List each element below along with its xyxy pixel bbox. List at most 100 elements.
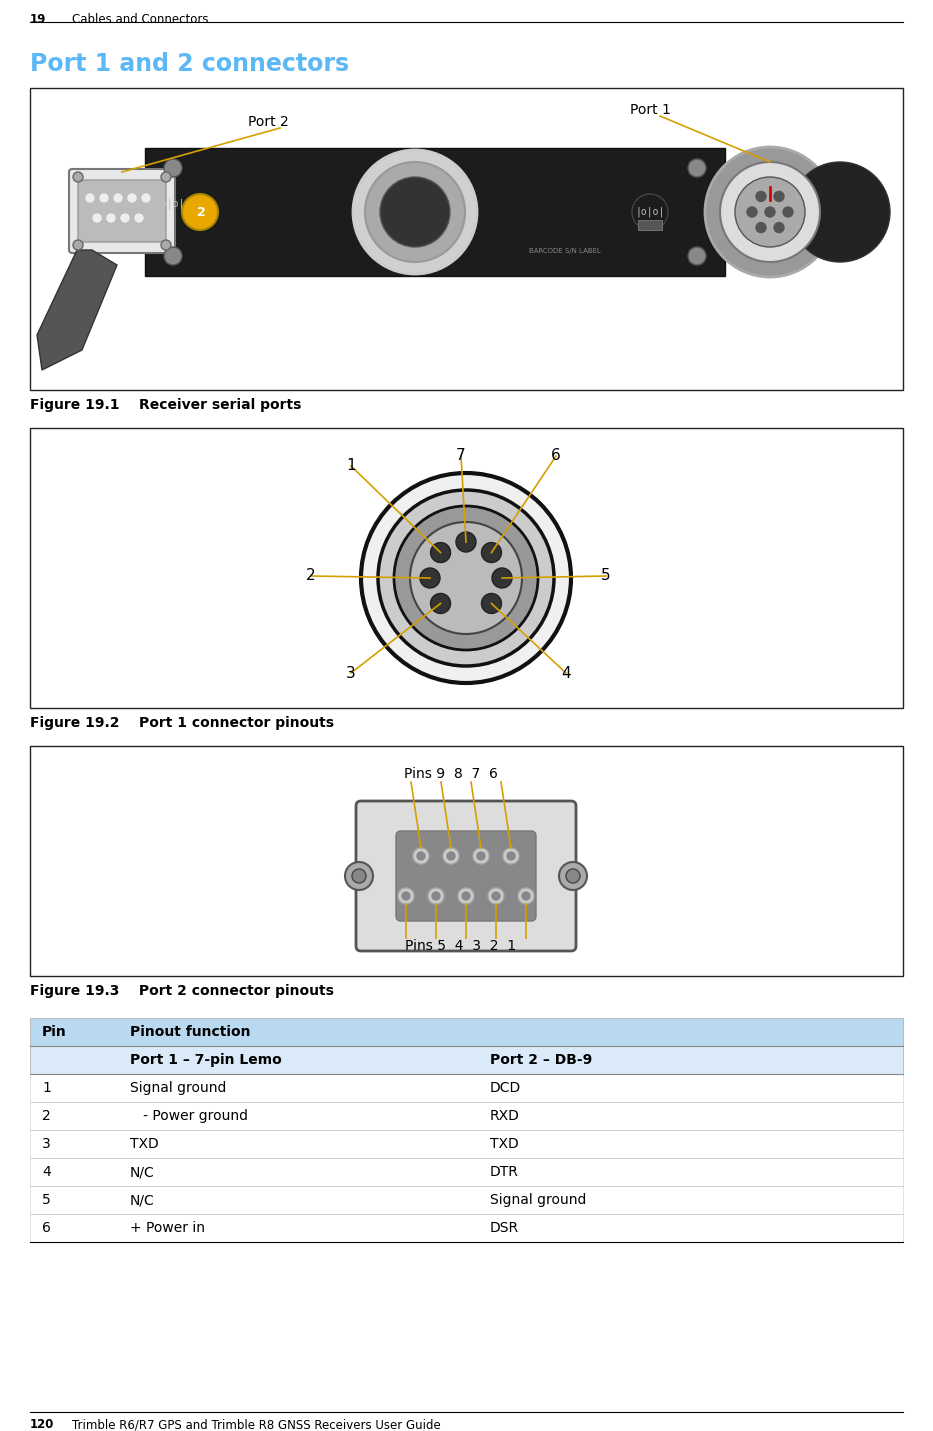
Text: 1: 1 — [42, 1080, 51, 1095]
Circle shape — [432, 892, 440, 900]
Circle shape — [756, 223, 766, 233]
Circle shape — [164, 248, 182, 265]
Circle shape — [410, 522, 522, 634]
Circle shape — [73, 240, 83, 250]
Text: Port 1 and 2 connectors: Port 1 and 2 connectors — [30, 52, 349, 76]
Circle shape — [361, 474, 571, 683]
Text: DTR: DTR — [490, 1165, 519, 1179]
Text: Cables and Connectors: Cables and Connectors — [72, 13, 208, 26]
Circle shape — [161, 172, 171, 182]
Text: Pins 9  8  7  6: Pins 9 8 7 6 — [404, 767, 498, 781]
Text: DCD: DCD — [490, 1080, 522, 1095]
Circle shape — [756, 192, 766, 202]
Circle shape — [413, 849, 429, 864]
Circle shape — [688, 248, 706, 265]
Text: 1: 1 — [346, 458, 355, 474]
Circle shape — [765, 207, 775, 218]
Text: 2: 2 — [197, 206, 205, 219]
Text: 19: 19 — [30, 13, 47, 26]
Text: N/C: N/C — [130, 1165, 155, 1179]
Text: 5: 5 — [42, 1193, 50, 1206]
Bar — [30, 87, 903, 391]
Text: 4: 4 — [561, 665, 571, 681]
Circle shape — [705, 147, 835, 278]
Bar — [30, 428, 903, 708]
Circle shape — [456, 532, 476, 552]
Circle shape — [182, 195, 218, 230]
Bar — [30, 1102, 903, 1130]
Circle shape — [477, 851, 485, 860]
Text: BARCODE S/N LABEL: BARCODE S/N LABEL — [529, 248, 601, 253]
Circle shape — [458, 889, 474, 904]
Circle shape — [394, 507, 538, 650]
Circle shape — [93, 215, 101, 222]
Circle shape — [507, 851, 515, 860]
Text: - Power ground: - Power ground — [130, 1109, 248, 1123]
Text: Figure 19.2    Port 1 connector pinouts: Figure 19.2 Port 1 connector pinouts — [30, 716, 334, 730]
Circle shape — [142, 195, 150, 202]
Bar — [30, 1130, 903, 1158]
Circle shape — [430, 594, 451, 614]
FancyBboxPatch shape — [356, 801, 576, 952]
Circle shape — [473, 849, 489, 864]
Text: Port 1: Port 1 — [630, 103, 671, 117]
Circle shape — [128, 195, 136, 202]
Circle shape — [747, 207, 757, 218]
Text: 4: 4 — [42, 1165, 50, 1179]
Bar — [30, 746, 903, 976]
Bar — [30, 1046, 903, 1075]
Circle shape — [353, 150, 477, 273]
Circle shape — [522, 892, 530, 900]
Text: 120: 120 — [30, 1418, 54, 1431]
Text: |o|o|: |o|o| — [155, 199, 185, 209]
Circle shape — [107, 215, 115, 222]
Circle shape — [518, 889, 534, 904]
Circle shape — [783, 207, 793, 218]
Bar — [30, 1158, 903, 1186]
Circle shape — [443, 849, 459, 864]
Bar — [638, 220, 662, 230]
Text: Port 2 – DB-9: Port 2 – DB-9 — [490, 1053, 592, 1068]
Circle shape — [121, 215, 129, 222]
Circle shape — [447, 851, 455, 860]
Text: TXD: TXD — [490, 1138, 519, 1151]
Text: 3: 3 — [42, 1138, 50, 1151]
Circle shape — [774, 223, 784, 233]
Circle shape — [481, 542, 501, 562]
Text: N/C: N/C — [130, 1193, 155, 1206]
Circle shape — [73, 172, 83, 182]
Circle shape — [398, 889, 414, 904]
Text: Port 1 – 7-pin Lemo: Port 1 – 7-pin Lemo — [130, 1053, 282, 1068]
Text: Figure 19.1    Receiver serial ports: Figure 19.1 Receiver serial ports — [30, 398, 301, 412]
Circle shape — [114, 195, 122, 202]
Circle shape — [161, 240, 171, 250]
Circle shape — [430, 542, 451, 562]
Circle shape — [632, 195, 668, 230]
Circle shape — [503, 849, 519, 864]
Circle shape — [86, 195, 94, 202]
Text: 3: 3 — [346, 665, 355, 681]
Bar — [145, 147, 725, 276]
Circle shape — [100, 195, 108, 202]
Text: Port 2: Port 2 — [248, 114, 288, 129]
Circle shape — [380, 177, 450, 248]
Text: 7: 7 — [456, 448, 466, 464]
FancyBboxPatch shape — [78, 180, 166, 242]
Circle shape — [378, 489, 554, 665]
Circle shape — [790, 162, 890, 262]
Text: DSR: DSR — [490, 1221, 519, 1235]
Polygon shape — [37, 250, 117, 371]
Bar — [30, 1075, 903, 1102]
FancyBboxPatch shape — [396, 831, 536, 922]
Circle shape — [566, 869, 580, 883]
Text: Pins 5  4  3  2  1: Pins 5 4 3 2 1 — [406, 939, 517, 953]
Bar — [30, 1213, 903, 1242]
Text: Signal ground: Signal ground — [130, 1080, 227, 1095]
Circle shape — [735, 177, 805, 248]
Text: Pin: Pin — [42, 1025, 67, 1039]
Circle shape — [492, 892, 500, 900]
Circle shape — [488, 889, 504, 904]
Text: Signal ground: Signal ground — [490, 1193, 586, 1206]
Circle shape — [365, 162, 465, 262]
Circle shape — [135, 215, 143, 222]
